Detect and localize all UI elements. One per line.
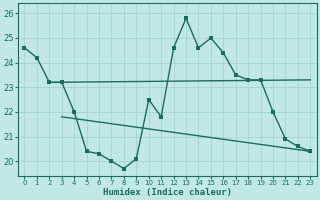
X-axis label: Humidex (Indice chaleur): Humidex (Indice chaleur) bbox=[103, 188, 232, 197]
